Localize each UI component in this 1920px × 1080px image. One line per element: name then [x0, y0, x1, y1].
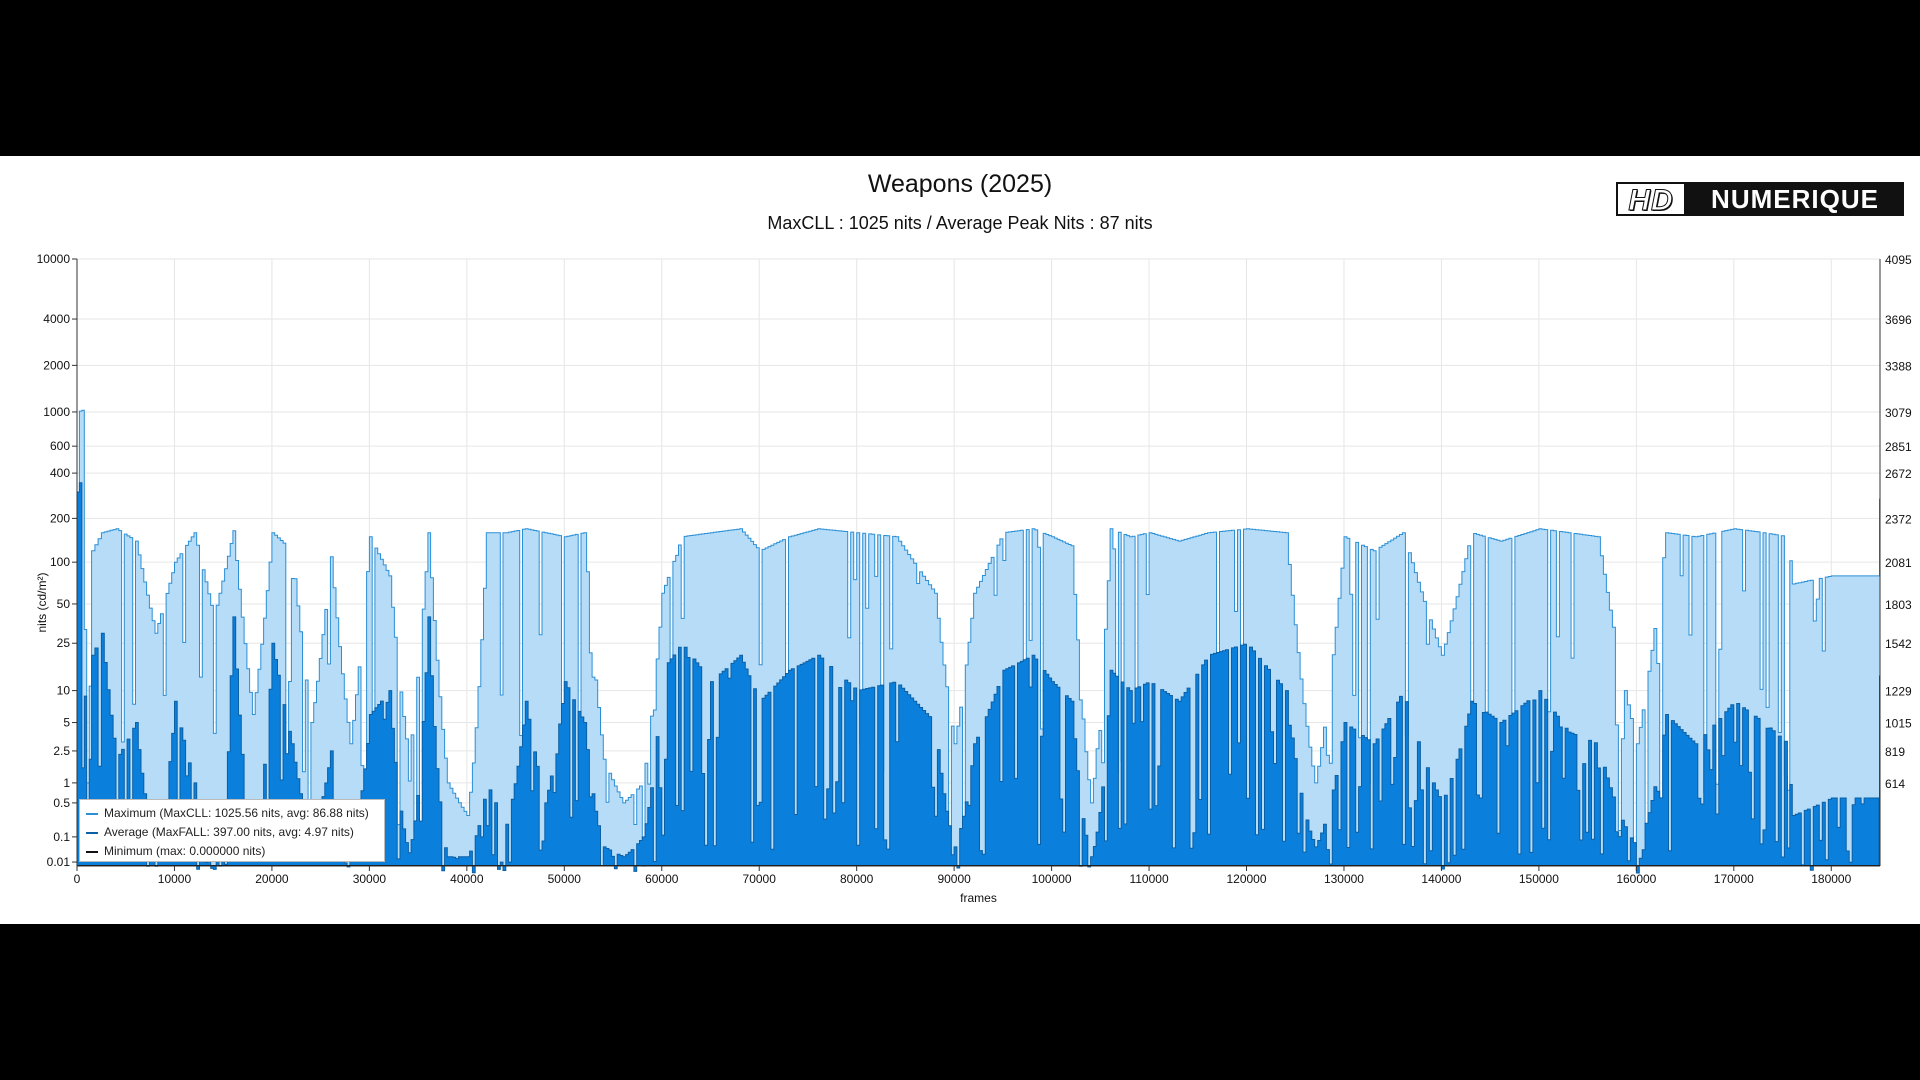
- x-tick-label: 100000: [1032, 872, 1072, 886]
- y2-tick-label: 819: [1885, 745, 1905, 759]
- x-tick-label: 50000: [548, 872, 582, 886]
- y2-tick-label: 1542: [1885, 637, 1912, 651]
- legend-swatch-average: [86, 831, 98, 834]
- x-tick-label: 150000: [1519, 872, 1559, 886]
- logo-numerique: NUMERIQUE: [1686, 182, 1904, 216]
- y-tick-label: 0.5: [53, 796, 70, 810]
- legend-label-minimum: Minimum (max: 0.000000 nits): [104, 844, 266, 858]
- x-tick-label: 30000: [353, 872, 387, 886]
- y2-tick-label: 1229: [1885, 685, 1912, 699]
- x-tick-label: 90000: [937, 872, 971, 886]
- y2-tick-label: 1015: [1885, 717, 1912, 731]
- y-tick-label: 50: [57, 597, 71, 611]
- series-line-1: [77, 482, 1880, 874]
- y2-tick-label: 4095: [1885, 253, 1912, 267]
- x-tick-label: 130000: [1324, 872, 1364, 886]
- y-tick-label: 0.1: [53, 830, 70, 844]
- y2-tick-label: 1803: [1885, 598, 1912, 612]
- x-tick-label: 110000: [1129, 872, 1168, 886]
- y2-tick-label: 2851: [1885, 440, 1912, 454]
- x-tick-label: 80000: [840, 872, 874, 886]
- y-tick-label: 0.01: [47, 855, 71, 869]
- y-tick-label: 100: [50, 555, 70, 569]
- x-tick-label: 160000: [1616, 872, 1656, 886]
- x-tick-label: 0: [74, 872, 81, 886]
- x-axis-label: frames: [960, 891, 997, 905]
- y-tick-label: 600: [50, 439, 70, 453]
- y-axis-label: nits (cd/m²): [35, 572, 49, 632]
- legend-label-average: Average (MaxFALL: 397.00 nits, avg: 4.97…: [104, 825, 354, 839]
- x-tick-label: 120000: [1226, 872, 1266, 886]
- y-tick-label: 1: [63, 776, 70, 790]
- x-tick-label: 70000: [743, 872, 777, 886]
- legend-swatch-minimum: [86, 850, 98, 853]
- legend-label-maximum: Maximum (MaxCLL: 1025.56 nits, avg: 86.8…: [104, 806, 369, 820]
- y-tick-label: 25: [57, 636, 71, 650]
- legend-item-average: Average (MaxFALL: 397.00 nits, avg: 4.97…: [86, 823, 378, 842]
- y-tick-label: 200: [50, 511, 70, 525]
- legend-swatch-maximum: [86, 812, 98, 815]
- y2-tick-label: 2672: [1885, 467, 1912, 481]
- x-tick-label: 20000: [255, 872, 289, 886]
- x-tick-label: 170000: [1714, 872, 1754, 886]
- y2-tick-label: 3388: [1885, 359, 1912, 373]
- x-tick-label: 40000: [450, 872, 484, 886]
- y2-tick-label: 2372: [1885, 512, 1912, 526]
- y2-tick-label: 614: [1885, 777, 1905, 791]
- x-tick-label: 60000: [645, 872, 679, 886]
- y-tick-label: 4000: [43, 312, 70, 326]
- y2-tick-label: 3079: [1885, 406, 1912, 420]
- y2-tick-label: 2081: [1885, 556, 1912, 570]
- y-tick-label: 10: [57, 684, 71, 698]
- legend-item-minimum: Minimum (max: 0.000000 nits): [86, 842, 378, 861]
- chart-legend: Maximum (MaxCLL: 1025.56 nits, avg: 86.8…: [79, 799, 385, 862]
- y-tick-label: 1000: [43, 405, 70, 419]
- chart-subtitle: MaxCLL : 1025 nits / Average Peak Nits :…: [767, 213, 1153, 233]
- chart-title: Weapons (2025): [867, 170, 1053, 198]
- y2-tick-label: 3696: [1885, 313, 1912, 327]
- y-tick-label: 2000: [43, 358, 70, 372]
- y-tick-label: 400: [50, 466, 70, 480]
- legend-item-maximum: Maximum (MaxCLL: 1025.56 nits, avg: 86.8…: [86, 804, 378, 823]
- x-tick-label: 140000: [1421, 872, 1461, 886]
- x-tick-label: 180000: [1811, 872, 1851, 886]
- logo-hd: HD: [1616, 182, 1686, 218]
- hd-numerique-logo: HD NUMERIQUE: [1616, 182, 1904, 218]
- chart-svg: 0 10000 20000 30000 40000 50000 60000 70000 8000…: [35, 252, 1912, 905]
- y-tick-label: 2.5: [53, 744, 70, 758]
- y-tick-label: 10000: [37, 252, 71, 266]
- x-tick-label: 10000: [158, 872, 192, 886]
- y-tick-label: 5: [63, 716, 70, 730]
